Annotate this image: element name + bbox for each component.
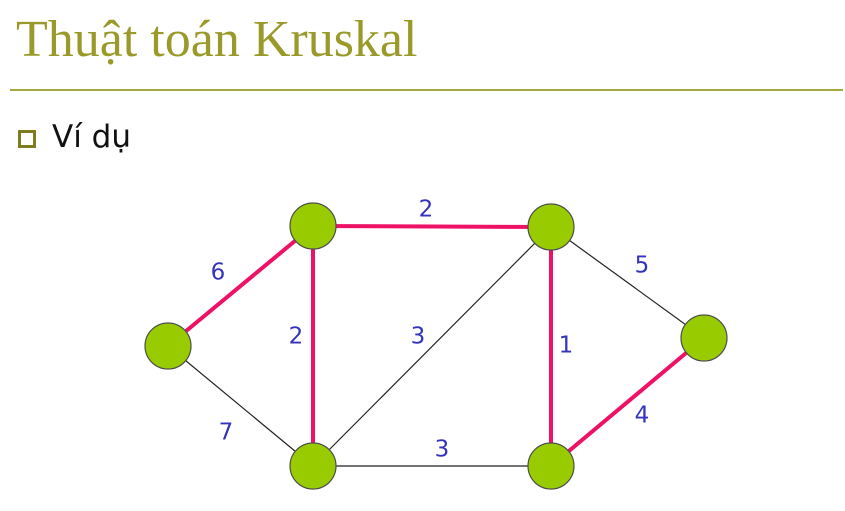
weight-labels-layer: 6 2 2 3 5 1 7 3 4	[211, 197, 650, 463]
edges-layer	[166, 224, 706, 468]
weight-label-c-f: 1	[559, 333, 574, 359]
slide-title: Thuật toán Kruskal	[16, 11, 418, 68]
title-divider	[10, 89, 843, 91]
weight-label-a-e: 7	[219, 420, 234, 446]
node-e	[289, 442, 337, 490]
edge-c-d	[550, 226, 705, 339]
nodes-layer	[144, 202, 728, 490]
node-f	[527, 442, 575, 490]
node-c	[527, 203, 575, 251]
weight-label-c-d: 5	[635, 253, 650, 279]
bullet-item: Ví dụ	[18, 119, 131, 155]
node-a	[144, 322, 192, 370]
weight-label-e-f: 3	[435, 437, 450, 463]
edge-b-c	[312, 224, 552, 229]
node-d	[680, 314, 728, 362]
weight-label-b-e: 2	[289, 324, 304, 350]
edge-a-e	[167, 345, 314, 467]
square-bullet-icon	[18, 130, 36, 148]
bullet-text: Ví dụ	[52, 119, 131, 155]
weight-label-c-e: 3	[411, 324, 426, 350]
edge-f-d	[549, 336, 706, 468]
edge-c-e	[312, 226, 552, 467]
weight-label-f-d: 4	[635, 403, 650, 429]
weight-label-a-b: 6	[211, 260, 226, 286]
weight-label-b-c: 2	[419, 197, 434, 223]
edge-a-b	[166, 224, 315, 348]
node-b	[289, 202, 337, 250]
